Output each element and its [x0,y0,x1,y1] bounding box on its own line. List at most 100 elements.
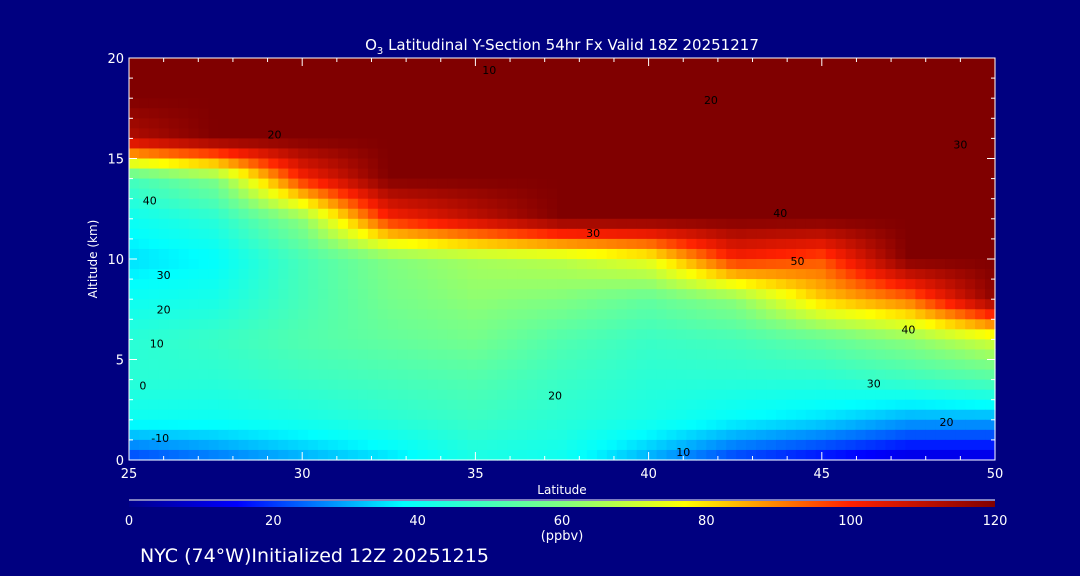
heat-cell [517,198,528,210]
heat-cell [447,399,459,411]
heat-cell [756,218,767,230]
heat-cell [795,269,807,280]
heat-cell [308,429,319,441]
heat-cell [965,399,976,411]
heat-cell [148,309,160,320]
heat-cell [696,309,707,320]
heat-cell [895,409,907,421]
heat-cell [576,279,588,290]
heat-cell [417,208,429,220]
heat-cell [198,188,210,200]
heat-cell [168,279,180,290]
heat-cell [686,449,697,461]
heat-cell [586,118,598,129]
heat-cell [447,98,459,109]
heat-cell [825,208,837,220]
heat-cell [686,98,697,109]
heat-cell [407,279,419,290]
heat-cell [875,369,887,381]
heat-cell [148,339,160,351]
heat-cell [497,248,508,260]
heat-cell [357,78,369,89]
heat-cell [586,88,598,99]
heat-cell [397,429,409,441]
heat-cell [328,359,339,371]
heat-cell [785,68,797,79]
heat-cell [557,349,568,361]
heat-cell [646,118,658,129]
heat-cell [815,289,827,300]
heat-cell [776,359,787,371]
heat-cell [148,168,160,180]
heat-cell [328,289,339,300]
heat-cell [537,138,548,150]
heat-cell [666,118,678,129]
heat-cell [347,379,359,391]
heat-cell [487,409,498,421]
heat-cell [387,168,399,180]
heat-cell [208,419,220,431]
heat-cell [487,148,498,160]
heat-cell [756,98,767,109]
heat-cell [726,409,737,421]
heat-cell [308,238,319,250]
heat-cell [586,409,598,421]
heat-cell [188,118,200,129]
heat-cell [198,279,210,290]
heat-cell [557,238,568,250]
heat-cell [437,238,449,250]
heat-cell [576,309,588,320]
heat-cell [367,369,379,381]
heat-cell [706,138,717,150]
heat-cell [208,369,220,381]
heat-cell [407,188,419,200]
heat-cell [586,349,598,361]
heat-cell [367,449,379,461]
heat-cell [537,329,548,340]
heat-cell [507,299,518,310]
heat-cell [457,98,469,109]
heat-cell [298,429,309,441]
heat-cell [686,118,697,129]
heat-cell [676,138,688,150]
heat-cell [935,138,946,150]
heat-cell [925,88,936,99]
heat-cell [845,409,857,421]
heat-cell [218,269,230,280]
heat-cell [238,218,250,230]
heat-cell [507,349,518,361]
heat-cell [228,78,240,89]
heat-cell [576,168,588,180]
heat-cell [238,168,250,180]
heat-cell [487,178,498,190]
heat-cell [527,148,538,160]
heat-cell [298,218,309,230]
heat-cell [129,399,140,411]
heat-cell [656,78,668,89]
heat-cell [756,289,767,300]
heat-cell [517,168,528,180]
heat-cell [557,259,568,270]
heat-cell [955,88,966,99]
heat-cell [805,439,817,451]
heat-cell [168,228,180,240]
heat-cell [228,238,240,250]
heat-cell [547,259,558,270]
heat-cell [198,178,210,190]
heat-cell [417,108,429,119]
heat-cell [785,349,797,361]
heat-cell [457,208,469,220]
heat-cell [656,369,668,381]
heat-cell [487,309,498,320]
heat-cell [776,349,787,361]
heat-cell [596,118,608,129]
heat-cell [815,269,827,280]
heat-cell [965,359,976,371]
heat-cell [447,238,459,250]
heat-cell [377,419,389,431]
heat-cell [985,118,996,129]
heat-cell [367,339,379,351]
heat-cell [288,68,299,79]
heat-cell [776,329,787,340]
heat-cell [557,309,568,320]
